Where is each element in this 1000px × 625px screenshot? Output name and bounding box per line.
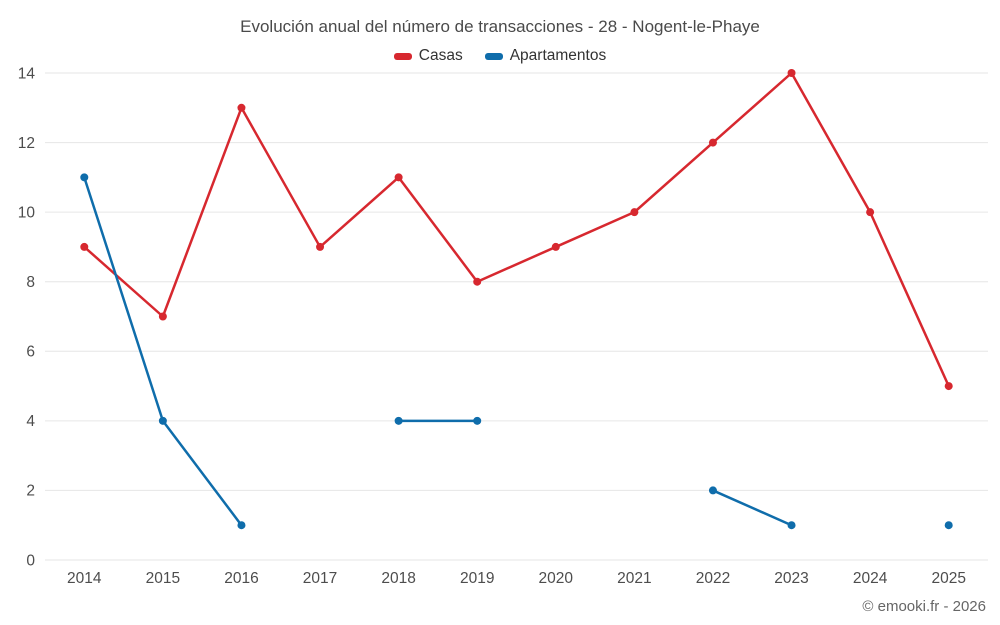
y-tick-label: 12 [18, 135, 35, 152]
chart-legend: Casas Apartamentos [0, 47, 1000, 65]
chart-title: Evolución anual del número de transaccio… [240, 17, 760, 36]
x-tick-label: 2021 [617, 570, 651, 587]
x-tick-label: 2015 [146, 570, 180, 587]
x-tick-label: 2019 [460, 570, 494, 587]
data-point-marker [80, 242, 89, 251]
x-tick-label: 2022 [696, 570, 730, 587]
data-point-marker [158, 312, 167, 321]
x-tick-label: 2024 [853, 570, 888, 587]
data-point-marker [158, 416, 167, 425]
data-point-marker [708, 486, 717, 495]
legend-item-casas[interactable]: Casas [393, 47, 463, 65]
x-tick-label: 2016 [224, 570, 258, 587]
data-point-marker [630, 208, 639, 217]
y-tick-label: 8 [26, 274, 35, 291]
data-point-marker [551, 242, 560, 251]
data-point-marker [237, 103, 246, 112]
x-tick-label: 2014 [67, 570, 102, 587]
data-point-marker [473, 416, 482, 425]
y-tick-label: 14 [18, 65, 36, 82]
x-tick-label: 2023 [774, 570, 808, 587]
data-point-marker [787, 521, 796, 530]
data-point-marker [394, 173, 403, 182]
data-point-marker [237, 521, 246, 530]
data-point-marker [944, 521, 953, 530]
x-tick-label: 2025 [931, 570, 965, 587]
x-tick-label: 2018 [381, 570, 415, 587]
legend-item-apartamentos[interactable]: Apartamentos [484, 47, 607, 65]
data-point-marker [394, 416, 403, 425]
data-point-marker [473, 277, 482, 286]
legend-label-apartamentos: Apartamentos [509, 47, 607, 64]
y-tick-label: 4 [26, 413, 35, 430]
apartamentos-swatch-icon [484, 52, 503, 60]
data-point-marker [316, 242, 325, 251]
y-tick-label: 6 [26, 344, 35, 361]
data-point-marker [708, 138, 717, 147]
data-point-marker [866, 208, 875, 217]
x-tick-label: 2020 [539, 570, 574, 587]
copyright-text: © emooki.fr - 2026 [862, 598, 986, 615]
y-tick-label: 2 [26, 483, 35, 500]
data-point-marker [944, 382, 953, 391]
y-tick-label: 10 [18, 204, 36, 221]
data-point-marker [80, 173, 89, 182]
series-line [83, 71, 950, 388]
legend-label-casas: Casas [418, 47, 463, 64]
data-point-marker [787, 69, 796, 77]
casas-swatch-icon [393, 52, 412, 60]
y-tick-label: 0 [26, 552, 35, 569]
series-line [711, 489, 793, 527]
x-tick-label: 2017 [303, 570, 337, 587]
